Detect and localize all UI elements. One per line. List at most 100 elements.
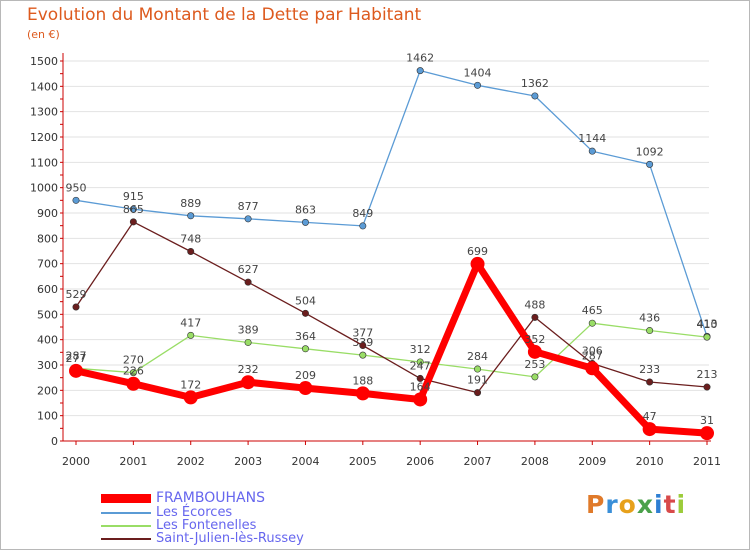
data-label: 389 [238, 323, 259, 336]
data-label: 413 [697, 317, 718, 330]
data-label: 863 [295, 203, 316, 216]
data-point [531, 92, 539, 100]
data-label: 1404 [464, 66, 492, 79]
data-label: 172 [180, 378, 201, 391]
proxiti-logo: Proxiti [586, 490, 686, 519]
chart-subtitle: (en €) [27, 28, 60, 41]
y-tick-label: 300 [37, 359, 58, 372]
y-tick-label: 1500 [30, 55, 58, 68]
legend-label: Les Écorces [156, 505, 233, 520]
data-point [301, 309, 309, 317]
data-point [241, 375, 256, 390]
data-label: 627 [238, 263, 259, 276]
logo-letter: t [663, 490, 677, 519]
data-label: 164 [410, 380, 431, 393]
legend-label: Les Fontenelles [156, 518, 257, 533]
data-label: 915 [123, 190, 144, 203]
x-tick-label: 2011 [693, 455, 721, 468]
data-point [646, 378, 654, 386]
y-tick-label: 400 [37, 334, 58, 347]
y-tick-label: 1400 [30, 80, 58, 93]
logo-letter: o [618, 490, 637, 519]
data-point [187, 248, 195, 256]
data-label: 247 [410, 359, 431, 372]
logo-letter: r [605, 490, 619, 519]
data-point [187, 331, 195, 339]
data-point [416, 358, 424, 366]
chart-title: Evolution du Montant de la Dette par Hab… [27, 5, 422, 25]
data-point [244, 338, 252, 346]
data-label: 306 [582, 344, 603, 357]
data-point [298, 381, 313, 396]
data-label: 213 [697, 368, 718, 381]
data-label: 226 [123, 365, 144, 378]
logo-letter: i [676, 490, 687, 519]
y-tick-label: 500 [37, 308, 58, 321]
y-tick-label: 600 [37, 283, 58, 296]
data-label: 748 [180, 233, 201, 246]
data-label: 277 [66, 352, 87, 365]
x-tick-label: 2003 [234, 455, 262, 468]
data-label: 699 [467, 245, 488, 258]
data-point [474, 81, 482, 89]
data-point [301, 345, 309, 353]
data-label: 31 [700, 414, 714, 427]
data-point [588, 319, 596, 327]
data-point [244, 278, 252, 286]
x-tick-label: 2004 [291, 455, 319, 468]
x-tick-label: 2009 [578, 455, 606, 468]
data-label: 287 [66, 349, 87, 362]
data-label: 889 [180, 197, 201, 210]
legend-swatch [101, 494, 151, 503]
data-point [359, 222, 367, 230]
y-tick-label: 1100 [30, 156, 58, 169]
data-label: 377 [352, 326, 373, 339]
data-label: 47 [643, 410, 657, 423]
data-point [416, 374, 424, 382]
data-label: 270 [123, 354, 144, 367]
series-line [75, 69, 708, 338]
data-point [646, 160, 654, 168]
data-point [416, 67, 424, 75]
data-point [585, 361, 600, 376]
data-point [359, 351, 367, 359]
data-label: 232 [238, 363, 259, 376]
legend-label: Saint-Julien-lès-Russey [156, 531, 304, 546]
data-label: 352 [524, 333, 545, 346]
data-point [183, 390, 198, 405]
data-label: 284 [467, 350, 488, 363]
x-tick-label: 2010 [636, 455, 664, 468]
data-point [129, 205, 137, 213]
data-label: 364 [295, 330, 316, 343]
data-label: 1462 [406, 52, 434, 65]
data-point [359, 341, 367, 349]
data-point [531, 313, 539, 321]
x-tick-label: 2007 [464, 455, 492, 468]
logo-letter: P [586, 490, 606, 519]
data-point [126, 376, 141, 391]
data-label: 465 [582, 304, 603, 317]
data-label: 1144 [578, 132, 606, 145]
data-point [588, 147, 596, 155]
data-label: 1092 [636, 145, 664, 158]
y-tick-label: 1000 [30, 182, 58, 195]
data-point [129, 218, 137, 226]
data-label: 209 [295, 369, 316, 382]
x-tick-label: 2001 [119, 455, 147, 468]
x-tick-label: 2008 [521, 455, 549, 468]
data-point [69, 363, 83, 378]
data-label: 877 [238, 200, 259, 213]
data-label: 312 [410, 343, 431, 356]
data-point [187, 212, 195, 220]
logo-letter: x [636, 490, 654, 519]
data-point [474, 389, 482, 397]
data-label: 504 [295, 294, 316, 307]
x-tick-label: 2005 [349, 455, 377, 468]
logo-letter: i [654, 490, 664, 519]
x-tick-label: 2000 [62, 455, 90, 468]
data-point [413, 392, 428, 407]
y-tick-label: 900 [37, 207, 58, 220]
legend-swatch [101, 525, 151, 527]
